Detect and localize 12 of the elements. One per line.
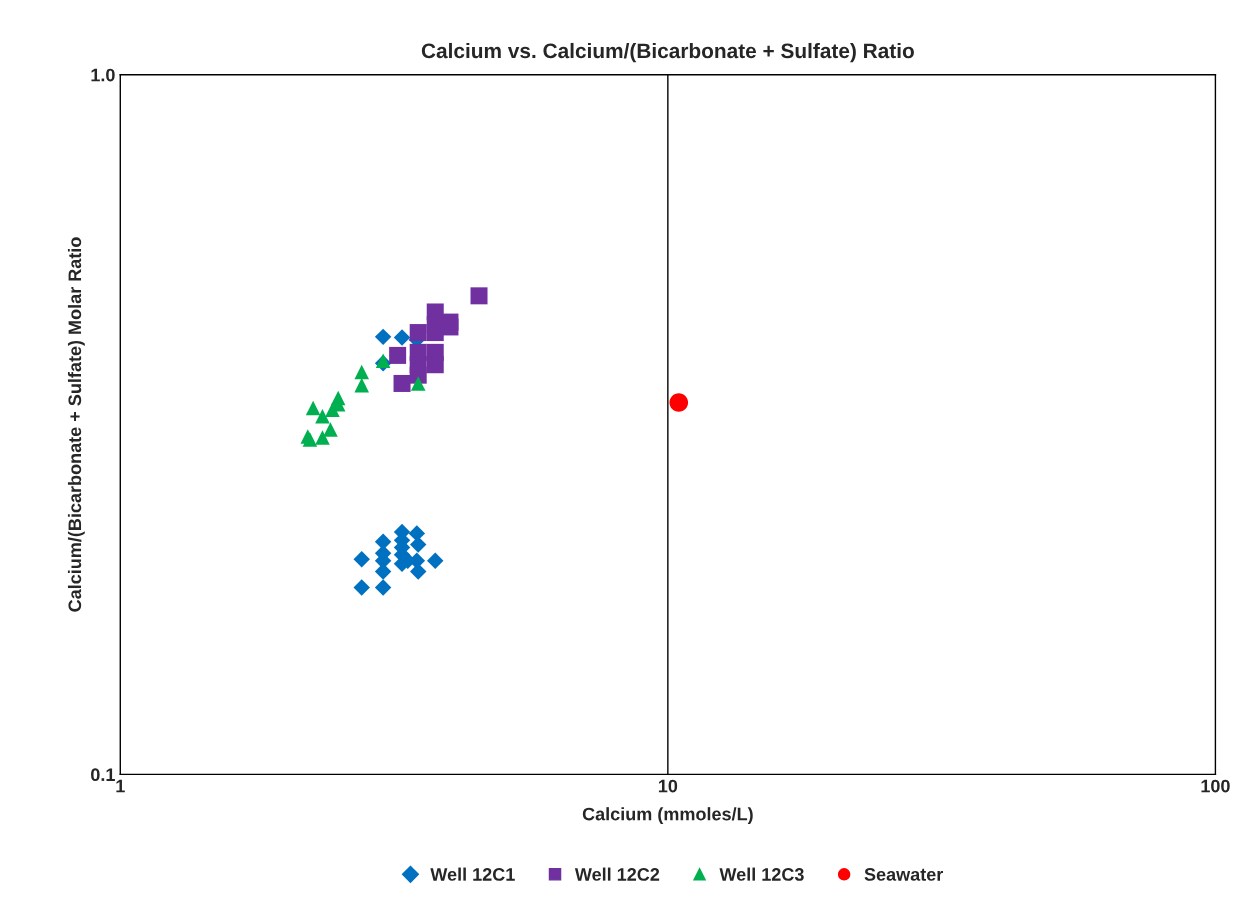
y-tick-label: 1.0 [91, 68, 115, 82]
legend-label: Well 12C1 [430, 867, 515, 881]
y-tick-label: 0.1 [91, 768, 115, 782]
y-axis-title: Calcium/(Bicarbonate + Sulfate) Molar Ratio [67, 237, 85, 612]
legend-label: Well 12C3 [719, 867, 804, 881]
x-tick-label: 1 [116, 779, 125, 793]
legend-label: Well 12C2 [574, 867, 660, 881]
chart-title: Calcium vs. Calcium/(Bicarbonate + Sulfate) Ratio [421, 42, 914, 63]
x-tick-label: 100 [1201, 779, 1230, 793]
legend-label: Seawater [864, 868, 944, 881]
x-tick-label: 10 [658, 779, 678, 793]
x-axis-title: Calcium (mmoles/L) [582, 807, 753, 824]
